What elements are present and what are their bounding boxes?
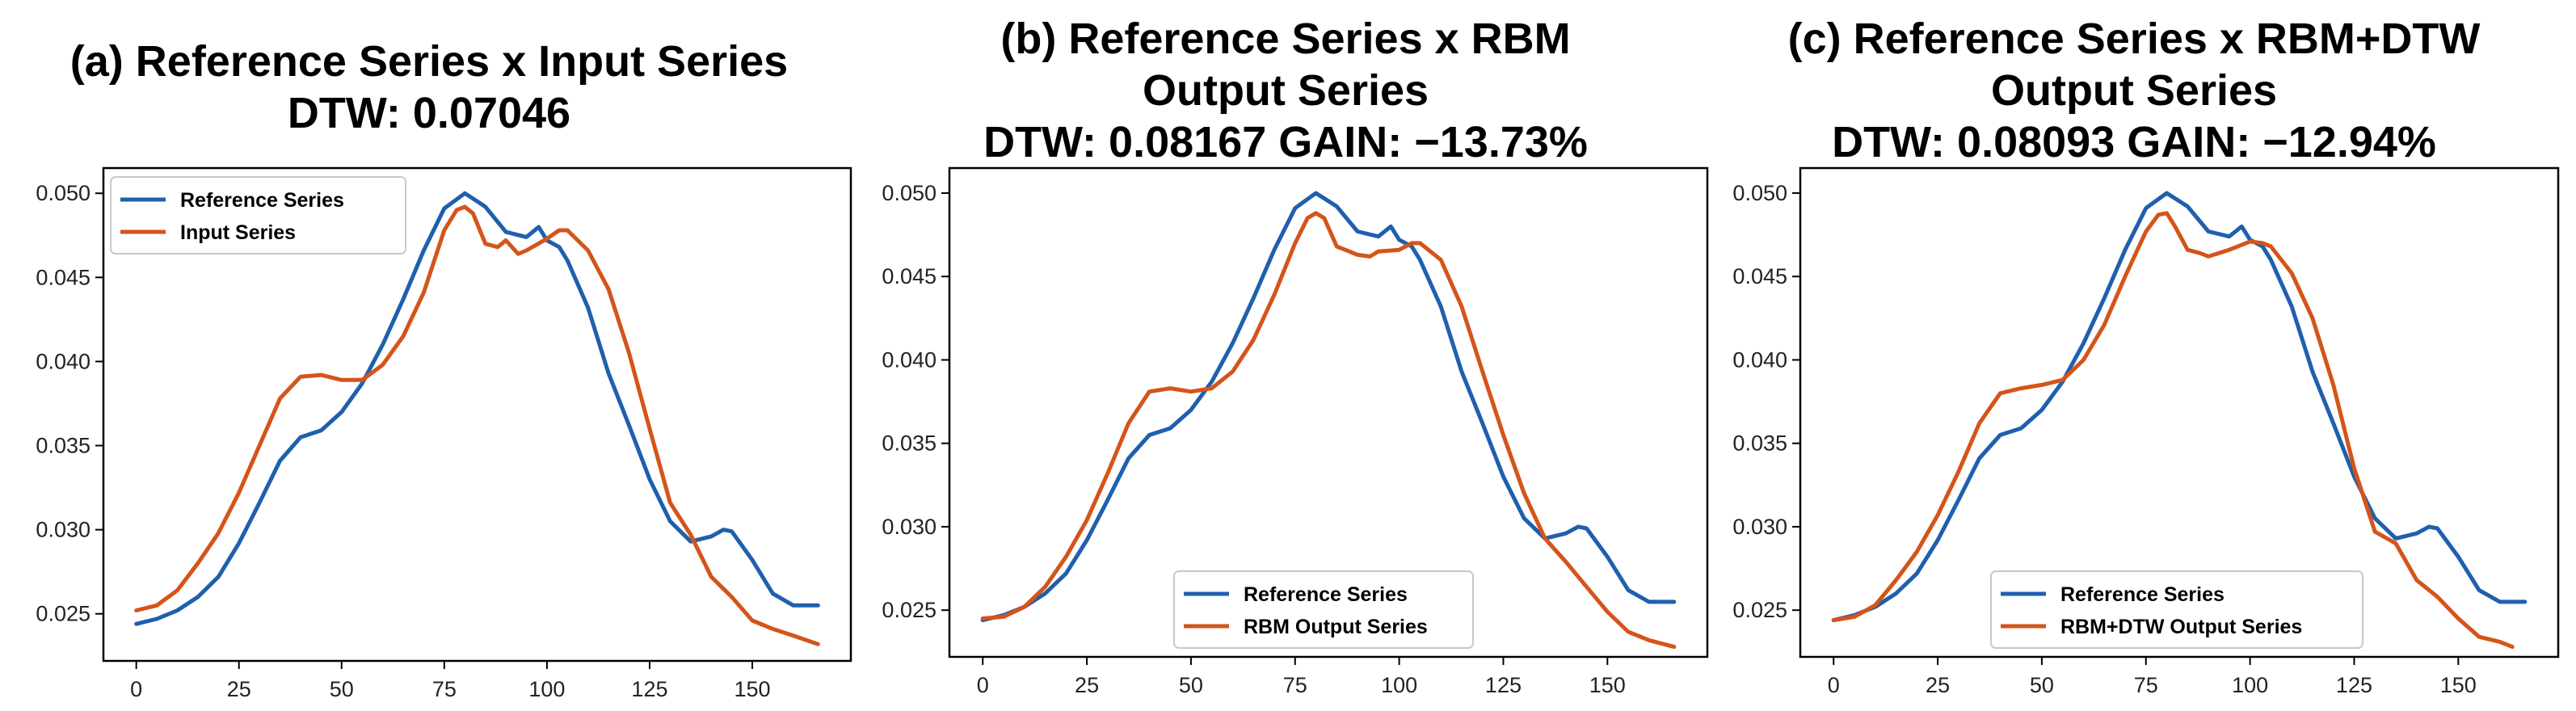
- x-tick-label: 125: [2336, 673, 2372, 697]
- x-tick-label: 75: [432, 677, 457, 701]
- y-tick-label: 0.035: [882, 431, 937, 456]
- y-tick-label: 0.030: [882, 515, 937, 539]
- legend: Reference Series RBM+DTW Output Series: [1990, 570, 2363, 649]
- chart-title-b: (b) Reference Series x RBM Output Series…: [857, 13, 1715, 168]
- x-tick-label: 75: [2134, 673, 2158, 697]
- x-tick-label: 25: [1926, 673, 1950, 697]
- chart-title-c-line-3: DTW: 0.08093 GAIN: −12.94%: [1832, 118, 2436, 166]
- y-tick-label: 0.050: [36, 181, 90, 205]
- x-tick-label: 50: [1179, 673, 1203, 697]
- x-tick-label: 25: [227, 677, 251, 701]
- y-tick-label: 0.035: [1732, 431, 1787, 456]
- y-tick-label: 0.025: [882, 598, 937, 622]
- y-tick-label: 0.045: [882, 264, 937, 288]
- y-tick-label: 0.045: [36, 265, 90, 289]
- y-tick-label: 0.040: [882, 347, 937, 372]
- chart-title-a-line-2: DTW: 0.07046: [287, 89, 571, 137]
- y-tick-label: 0.030: [36, 518, 90, 542]
- x-tick-label: 100: [528, 677, 565, 701]
- legend-label: Reference Series: [1244, 583, 1408, 606]
- chart-c: 0 25 50 75 100 125 150 0.025 0.030 0.035 0.040 0.04…: [1732, 166, 2560, 697]
- y-tick-label: 0.045: [1732, 264, 1787, 288]
- legend-box: [110, 176, 406, 255]
- legend: Reference Series RBM Output Series: [1173, 570, 1474, 649]
- chart-title-a-line-1: (a) Reference Series x Input Series: [69, 37, 789, 86]
- x-tick-label: 150: [2440, 673, 2477, 697]
- legend-label: Input Series: [180, 221, 296, 244]
- plot-frame: [1799, 166, 2560, 658]
- series-line-0: [134, 191, 820, 626]
- y-tick-label: 0.035: [36, 434, 90, 458]
- legend-label: Reference Series: [2060, 583, 2225, 606]
- series-line-1: [980, 211, 1677, 650]
- series-line-0: [980, 191, 1677, 623]
- legend-label: Reference Series: [180, 189, 344, 212]
- chart-panel-b: (b) Reference Series x RBM Output Series…: [857, 0, 1715, 711]
- chart-title-b-line-1: (b) Reference Series x RBM: [1000, 15, 1571, 63]
- chart-panel-a: (a) Reference Series x Input Series DTW:…: [0, 0, 858, 711]
- y-tick-label: 0.050: [1732, 181, 1787, 205]
- x-tick-label: 150: [734, 677, 770, 701]
- x-tick-label: 100: [1381, 673, 1417, 697]
- chart-a: 0 25 50 75 100 125 150 0.025 0.030 0.035 0.040 0.04…: [36, 166, 852, 701]
- chart-title-b-line-3: DTW: 0.08167 GAIN: −13.73%: [983, 118, 1588, 166]
- x-tick-label: 125: [1485, 673, 1522, 697]
- legend-box: [1173, 570, 1474, 649]
- legend-box: [1990, 570, 2363, 649]
- y-tick-label: 0.025: [1732, 598, 1787, 622]
- chart-title-c-line-2: Output Series: [1990, 66, 2278, 115]
- x-tick-label: 150: [1589, 673, 1626, 697]
- plot-frame: [102, 166, 852, 663]
- chart-title-a: (a) Reference Series x Input Series DTW:…: [0, 36, 858, 139]
- chart-title-c: (c) Reference Series x RBM+DTW Output Se…: [1705, 13, 2563, 168]
- x-tick-label: 100: [2232, 673, 2268, 697]
- series-line-1: [134, 204, 820, 646]
- y-tick-label: 0.025: [36, 602, 90, 626]
- series-line-0: [1831, 191, 2528, 623]
- x-tick-label: 0: [1828, 673, 1840, 697]
- y-tick-label: 0.050: [882, 181, 937, 205]
- chart-title-b-line-2: Output Series: [1142, 66, 1429, 115]
- x-tick-label: 125: [631, 677, 667, 701]
- x-tick-label: 75: [1283, 673, 1307, 697]
- y-tick-label: 0.040: [1732, 347, 1787, 372]
- series-line-1: [1831, 211, 2515, 650]
- x-tick-label: 0: [977, 673, 989, 697]
- x-tick-label: 50: [2030, 673, 2054, 697]
- x-tick-label: 25: [1075, 673, 1099, 697]
- legend: Reference Series Input Series: [110, 176, 406, 255]
- chart-b: 0 25 50 75 100 125 150 0.025 0.030 0.035 0.040 0.04…: [882, 166, 1709, 697]
- chart-title-c-line-1: (c) Reference Series x RBM+DTW: [1787, 15, 2481, 63]
- x-tick-label: 0: [130, 677, 142, 701]
- x-tick-label: 50: [330, 677, 354, 701]
- y-tick-label: 0.040: [36, 349, 90, 373]
- plot-frame: [948, 166, 1709, 658]
- y-tick-label: 0.030: [1732, 515, 1787, 539]
- legend-label: RBM+DTW Output Series: [2060, 616, 2302, 638]
- chart-panel-c: (c) Reference Series x RBM+DTW Output Se…: [1705, 0, 2563, 711]
- legend-label: RBM Output Series: [1244, 616, 1428, 638]
